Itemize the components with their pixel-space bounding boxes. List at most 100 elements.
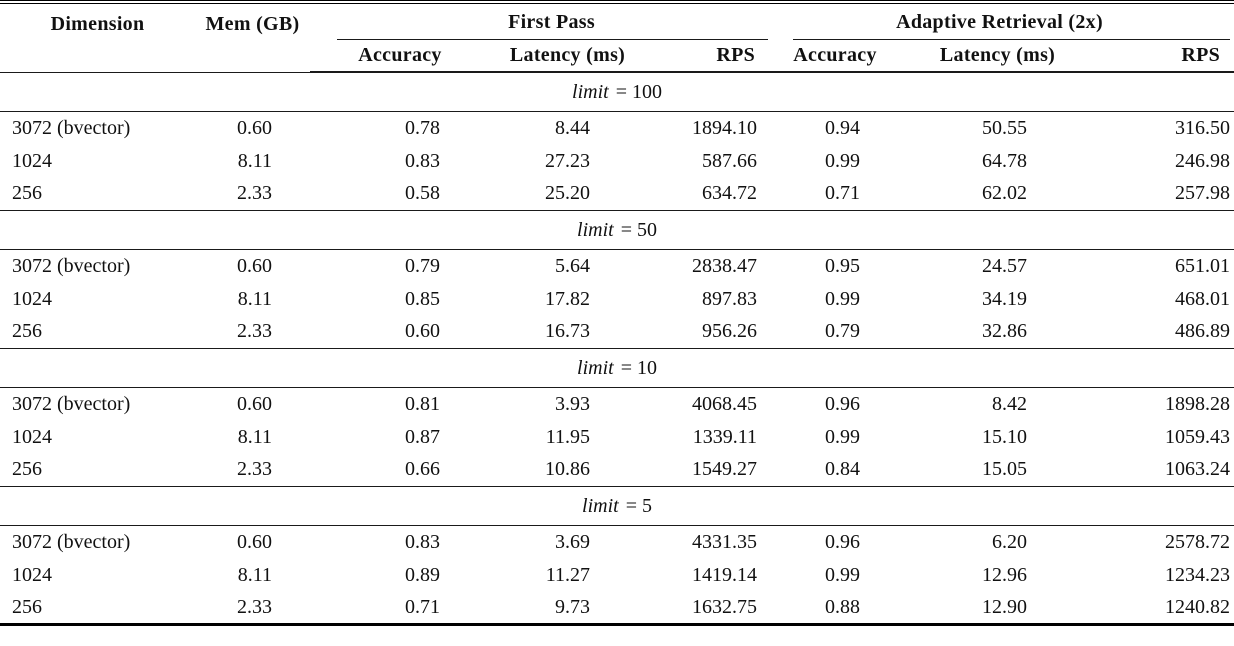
cell-fp-accuracy: 0.79 bbox=[405, 254, 440, 277]
cell-mem: 8.11 bbox=[237, 149, 272, 172]
cell-ar-accuracy: 0.99 bbox=[825, 563, 861, 586]
cell-ar-accuracy: 0.99 bbox=[825, 287, 861, 310]
cell-mem: 0.60 bbox=[237, 254, 272, 277]
limit-value: = 5 bbox=[625, 494, 652, 517]
col-header-mem: Mem (GB) bbox=[205, 13, 300, 35]
table-row: 3072 (bvector) 0.60 0.83 3.69 4331.35 0.96 6.2… bbox=[0, 526, 1234, 559]
table-row: 256 2.33 0.71 9.73 1632.75 0.88 12.90 1240.82 bbox=[0, 592, 1234, 625]
cell-ar-accuracy: 0.96 bbox=[825, 530, 861, 553]
cell-fp-rps: 1549.27 bbox=[692, 458, 758, 481]
cell-fp-accuracy: 0.83 bbox=[405, 530, 440, 553]
cell-fp-latency: 9.73 bbox=[555, 595, 590, 618]
limit-value: = 100 bbox=[615, 80, 662, 103]
cell-ar-latency: 24.57 bbox=[982, 254, 1028, 277]
table-row: 3072 (bvector) 0.60 0.81 3.93 4068.45 0.96 8.4… bbox=[0, 388, 1234, 421]
cell-fp-accuracy: 0.87 bbox=[405, 425, 440, 448]
cell-ar-accuracy: 0.88 bbox=[825, 595, 861, 618]
adaptive-retrieval-rule bbox=[793, 38, 1231, 40]
cell-ar-rps: 1234.23 bbox=[1165, 563, 1231, 586]
cell-ar-rps: 316.50 bbox=[1175, 116, 1231, 139]
cell-fp-latency: 17.82 bbox=[545, 287, 590, 310]
section-row-limit-100: limit = 100 bbox=[0, 71, 1234, 112]
cell-mem: 0.60 bbox=[237, 530, 272, 553]
col-header-ar-latency: Latency (ms) bbox=[905, 40, 1091, 73]
col-header-ar-rps: RPS bbox=[1090, 40, 1234, 73]
cell-dimension: 256 bbox=[12, 320, 42, 343]
table-row: 256 2.33 0.60 16.73 956.26 0.79 32.86 486.89 bbox=[0, 316, 1234, 349]
cell-ar-rps: 257.98 bbox=[1175, 182, 1231, 205]
col-header-dimension: Dimension bbox=[50, 13, 145, 35]
cell-fp-latency: 3.69 bbox=[555, 530, 590, 553]
cell-mem: 0.60 bbox=[237, 392, 272, 415]
col-header-fp-latency: Latency (ms) bbox=[490, 40, 645, 73]
first-pass-label: First Pass bbox=[508, 10, 595, 33]
cell-dimension: 256 bbox=[12, 182, 42, 205]
cell-fp-accuracy: 0.71 bbox=[405, 595, 440, 618]
cell-dimension: 1024 bbox=[12, 287, 52, 310]
cell-ar-rps: 246.98 bbox=[1175, 149, 1231, 172]
cell-ar-latency: 8.42 bbox=[992, 392, 1028, 415]
cell-ar-accuracy: 0.79 bbox=[825, 320, 861, 343]
cell-fp-accuracy: 0.89 bbox=[405, 563, 440, 586]
table-row: 1024 8.11 0.85 17.82 897.83 0.99 34.19 468.01 bbox=[0, 283, 1234, 316]
table-row: 3072 (bvector) 0.60 0.79 5.64 2838.47 0.95 24.… bbox=[0, 250, 1234, 283]
header-row-metrics: Accuracy Latency (ms) RPS Accuracy Laten… bbox=[0, 40, 1234, 73]
table-row: 256 2.33 0.66 10.86 1549.27 0.84 15.05 1063.24 bbox=[0, 454, 1234, 487]
cell-mem: 2.33 bbox=[237, 595, 272, 618]
col-group-adaptive-retrieval: Adaptive Retrieval (2x) bbox=[765, 2, 1234, 40]
first-pass-rule bbox=[337, 38, 769, 40]
cell-dimension: 256 bbox=[12, 595, 42, 618]
cell-fp-accuracy: 0.81 bbox=[405, 392, 440, 415]
cell-fp-latency: 25.20 bbox=[545, 182, 590, 205]
cell-fp-rps: 4331.35 bbox=[692, 530, 758, 553]
limit-variable: limit bbox=[577, 218, 614, 241]
section-limit-label: limit = 5 bbox=[0, 486, 1234, 526]
table-row: 256 2.33 0.58 25.20 634.72 0.71 62.02 257.98 bbox=[0, 178, 1234, 211]
cell-ar-rps: 1063.24 bbox=[1165, 458, 1231, 481]
adaptive-retrieval-label: Adaptive Retrieval (2x) bbox=[896, 10, 1103, 33]
table-row: 1024 8.11 0.87 11.95 1339.11 0.99 15.10 1059.43 bbox=[0, 421, 1234, 454]
cell-ar-rps: 651.01 bbox=[1175, 254, 1231, 277]
cell-ar-accuracy: 0.71 bbox=[825, 182, 861, 205]
cell-mem: 0.60 bbox=[237, 116, 272, 139]
cell-fp-latency: 10.86 bbox=[545, 458, 590, 481]
cell-fp-rps: 1419.14 bbox=[692, 563, 758, 586]
col-header-ar-accuracy: Accuracy bbox=[765, 40, 906, 73]
benchmark-results-table: Dimension Mem (GB) First Pass Adaptive R… bbox=[0, 0, 1234, 626]
cell-fp-rps: 4068.45 bbox=[692, 392, 758, 415]
cell-fp-rps: 587.66 bbox=[702, 149, 758, 172]
cell-ar-latency: 6.20 bbox=[992, 530, 1028, 553]
cell-fp-latency: 27.23 bbox=[545, 149, 590, 172]
cell-mem: 2.33 bbox=[237, 458, 272, 481]
cell-dimension: 256 bbox=[12, 458, 42, 481]
col-header-fp-rps: RPS bbox=[645, 40, 766, 73]
limit-value: = 10 bbox=[620, 356, 657, 379]
section-limit-label: limit = 10 bbox=[0, 348, 1234, 388]
cell-mem: 8.11 bbox=[237, 425, 272, 448]
cell-ar-accuracy: 0.99 bbox=[825, 149, 861, 172]
cell-fp-latency: 11.27 bbox=[545, 563, 590, 586]
cell-ar-rps: 1240.82 bbox=[1165, 595, 1231, 618]
table-row: 1024 8.11 0.83 27.23 587.66 0.99 64.78 246.98 bbox=[0, 145, 1234, 178]
cell-fp-rps: 1894.10 bbox=[692, 116, 758, 139]
cell-fp-accuracy: 0.58 bbox=[405, 182, 440, 205]
cell-ar-latency: 12.90 bbox=[982, 595, 1028, 618]
table-row: 1024 8.11 0.89 11.27 1419.14 0.99 12.96 1234.23 bbox=[0, 559, 1234, 592]
cell-fp-accuracy: 0.85 bbox=[405, 287, 440, 310]
section-limit-label: limit = 50 bbox=[0, 210, 1234, 250]
cell-dimension: 1024 bbox=[12, 425, 52, 448]
cell-ar-rps: 486.89 bbox=[1175, 320, 1231, 343]
cell-fp-rps: 1339.11 bbox=[692, 425, 758, 448]
limit-variable: limit bbox=[582, 494, 619, 517]
cell-ar-latency: 15.05 bbox=[982, 458, 1028, 481]
cell-ar-latency: 64.78 bbox=[982, 149, 1028, 172]
limit-variable: limit bbox=[577, 356, 614, 379]
section-row-limit-50: limit = 50 bbox=[0, 210, 1234, 250]
cell-fp-rps: 1632.75 bbox=[692, 595, 758, 618]
cell-fp-latency: 11.95 bbox=[545, 425, 590, 448]
cell-ar-rps: 1898.28 bbox=[1165, 392, 1231, 415]
cell-dimension: 3072 (bvector) bbox=[12, 116, 131, 139]
cell-mem: 8.11 bbox=[237, 287, 272, 310]
cell-dimension: 3072 (bvector) bbox=[12, 530, 131, 553]
cell-ar-accuracy: 0.96 bbox=[825, 392, 861, 415]
